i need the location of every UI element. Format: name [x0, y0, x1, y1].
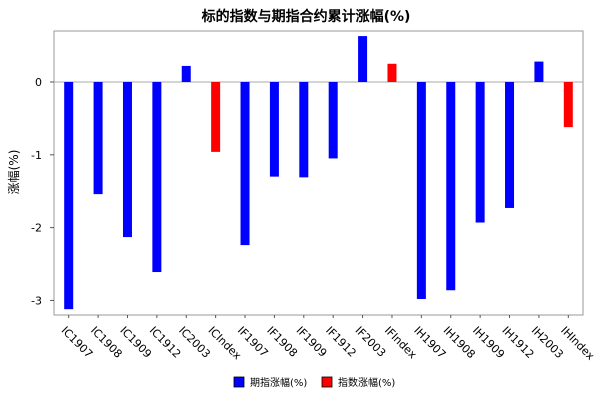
legend-label: 指数涨幅(%)	[338, 376, 395, 389]
bar-if1908	[269, 81, 279, 177]
bar-ih1908	[446, 81, 456, 291]
bar-if1912	[328, 81, 338, 159]
bar-ih2003	[534, 61, 544, 82]
bar-ic1908	[93, 81, 103, 195]
bar-ic1907	[64, 81, 74, 310]
bar-ic1912	[152, 81, 162, 273]
y-tick-label: -3	[31, 294, 42, 307]
bar-ih1907	[416, 81, 426, 299]
y-tick-label: -2	[31, 222, 42, 235]
bar-ifindex	[387, 63, 397, 82]
bar-if1909	[299, 81, 309, 178]
bar-ic1909	[122, 81, 132, 238]
y-axis-label: 涨幅(%)	[6, 150, 21, 195]
legend-swatch	[321, 376, 333, 388]
plot-frame	[53, 30, 584, 316]
bar-icindex	[211, 81, 221, 152]
bar-ic2003	[181, 65, 191, 82]
chart-title: 标的指数与期指合约累计涨幅(%)	[201, 8, 411, 25]
legend-label: 期指涨幅(%)	[250, 376, 307, 389]
bar-ih1912	[505, 81, 515, 208]
y-tick-label: -1	[31, 149, 42, 162]
bar-if2003	[358, 36, 368, 82]
bar-ih1909	[475, 81, 485, 223]
y-tick-label: 0	[35, 76, 42, 89]
bar-ihindex	[563, 81, 573, 128]
legend-swatch	[233, 376, 245, 388]
legend: 期指涨幅(%) 指数涨幅(%)	[233, 376, 395, 389]
bar-if1907	[240, 81, 250, 246]
